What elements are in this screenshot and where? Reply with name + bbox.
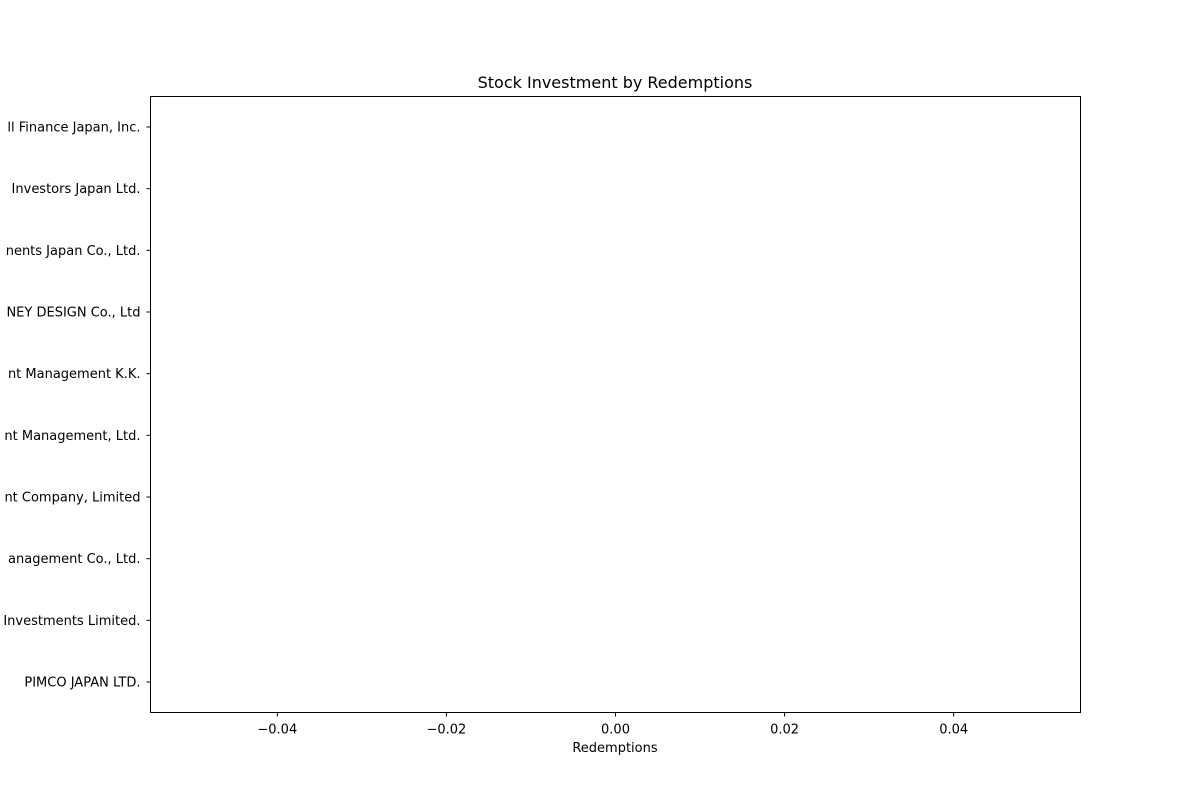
x-tick-label: 0.02	[770, 723, 799, 738]
y-tick-label: NEY DESIGN Co., Ltd	[6, 306, 140, 321]
plot-area-frame	[150, 96, 1081, 713]
y-tick-label: nt Management K.K.	[8, 367, 141, 382]
y-tick-label: ll Finance Japan, Inc.	[7, 121, 140, 136]
x-tick-label: 0.00	[601, 723, 630, 738]
y-tick-label: anagement Co., Ltd.	[8, 552, 140, 567]
x-tick-label: −0.04	[257, 723, 297, 738]
y-tick-label: Investments Limited.	[3, 614, 140, 629]
x-tick-label: 0.04	[939, 723, 968, 738]
y-tick-label: nt Management, Ltd.	[4, 429, 140, 444]
y-axis: PIMCO JAPAN LTD. Investments Limited. anag…	[3, 121, 151, 691]
x-axis-title: Redemptions	[572, 741, 658, 756]
y-tick-label: nt Company, Limited	[4, 491, 140, 506]
x-axis: −0.04 −0.02 0.00 0.02 0.04	[257, 712, 968, 738]
y-tick-label: PIMCO JAPAN LTD.	[24, 676, 140, 691]
x-tick-label: −0.02	[426, 723, 466, 738]
y-tick-label: Investors Japan Ltd.	[12, 182, 141, 197]
y-tick-label: nents Japan Co., Ltd.	[6, 244, 141, 259]
chart-title: Stock Investment by Redemptions	[478, 73, 753, 92]
